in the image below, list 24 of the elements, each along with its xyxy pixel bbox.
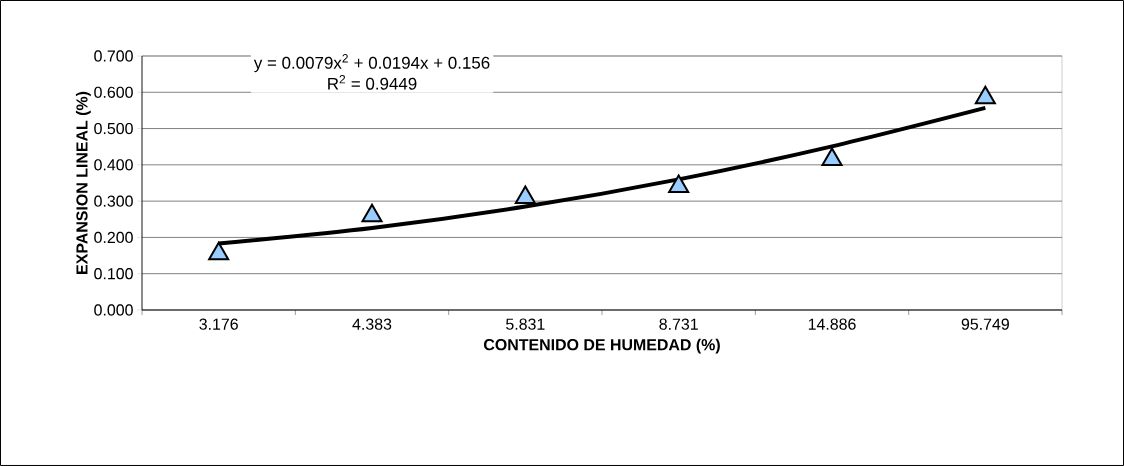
- x-tick-label: 95.749: [961, 318, 1009, 330]
- point: [208, 241, 230, 261]
- point: [514, 185, 536, 204]
- y-tick-label: 0.000: [94, 304, 133, 316]
- point: [361, 203, 383, 223]
- y-tick-label: 0.400: [94, 159, 133, 171]
- point: [974, 85, 996, 105]
- y-tick-label: 0.500: [94, 122, 133, 135]
- x-axis-title: CONTENIDO DE HUMEDAD (%): [484, 338, 720, 354]
- point: [668, 174, 690, 194]
- y-tick-label: 0.700: [94, 50, 133, 62]
- x-tick-label: 4.383: [352, 318, 392, 330]
- y-axis-title: EXPANSION LINEAL (%): [75, 91, 91, 274]
- y-tick-label: 0.100: [94, 268, 133, 280]
- y-tick-label: 0.300: [94, 195, 133, 207]
- annotation: y = 0.0079x$^{2}$ + 0.0194x + 0.156: [253, 54, 490, 73]
- point: [821, 147, 843, 166]
- y-tick-label: 0.600: [94, 86, 133, 98]
- x-tick-label: 5.831: [506, 318, 545, 330]
- annotation: R$^{2}$ = 0.9449: [328, 75, 417, 90]
- x-tick-label: 3.176: [199, 318, 238, 330]
- y-tick-label: 0.200: [94, 231, 133, 244]
- x-tick-label: 8.731: [659, 318, 698, 330]
- x-tick-label: 14.886: [808, 318, 856, 330]
